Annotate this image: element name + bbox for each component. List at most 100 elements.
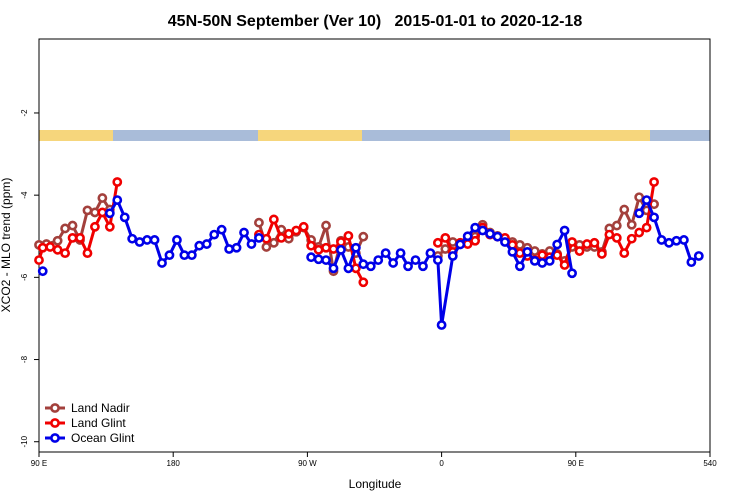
data-point bbox=[268, 237, 279, 248]
map-strip bbox=[39, 130, 710, 141]
data-point bbox=[641, 222, 652, 233]
data-point bbox=[306, 240, 317, 251]
data-point bbox=[649, 177, 659, 187]
data-point bbox=[462, 239, 473, 249]
data-point bbox=[522, 246, 533, 257]
data-point bbox=[537, 258, 548, 268]
data-point bbox=[418, 261, 428, 272]
legend-label: Land Glint bbox=[71, 416, 126, 430]
legend-symbol bbox=[50, 418, 60, 428]
x-tick-label: 90 E bbox=[31, 459, 47, 468]
data-point bbox=[358, 277, 369, 288]
data-point bbox=[477, 225, 488, 236]
data-point bbox=[67, 232, 78, 243]
x-tick-label: 90 W bbox=[298, 459, 317, 468]
data-point bbox=[410, 255, 421, 265]
x-tick-label: 180 bbox=[167, 459, 181, 468]
data-point bbox=[514, 248, 525, 259]
y-tick-label: -8 bbox=[20, 355, 29, 363]
data-point bbox=[283, 228, 294, 239]
legend-label: Ocean Glint bbox=[71, 431, 135, 445]
data-point bbox=[514, 261, 525, 272]
data-point bbox=[75, 232, 85, 243]
x-axis-label: Longitude bbox=[349, 477, 402, 491]
data-point bbox=[485, 228, 495, 239]
data-point bbox=[529, 256, 540, 266]
data-point bbox=[216, 224, 227, 235]
data-point bbox=[112, 177, 123, 187]
data-point bbox=[350, 263, 361, 274]
data-point bbox=[604, 229, 615, 240]
data-point bbox=[559, 260, 570, 270]
data-point bbox=[440, 244, 451, 254]
data-point bbox=[268, 214, 279, 225]
data-point bbox=[514, 239, 525, 250]
data-point bbox=[641, 195, 652, 205]
data-point bbox=[537, 250, 548, 261]
data-point bbox=[388, 258, 399, 268]
data-point bbox=[582, 239, 592, 249]
data-point bbox=[164, 250, 175, 261]
data-point bbox=[336, 237, 346, 247]
data-point bbox=[425, 248, 436, 259]
data-point bbox=[350, 242, 361, 253]
data-point bbox=[574, 246, 585, 256]
y-tick-label: -4 bbox=[20, 191, 29, 199]
data-point bbox=[365, 261, 376, 272]
x-tick-label: 540 bbox=[703, 459, 717, 468]
data-point bbox=[254, 232, 264, 243]
data-point bbox=[619, 204, 630, 215]
data-point bbox=[90, 207, 100, 218]
data-point bbox=[500, 237, 510, 247]
data-point bbox=[201, 239, 212, 249]
data-point bbox=[254, 217, 264, 228]
series-line bbox=[108, 198, 700, 327]
data-point bbox=[559, 225, 570, 236]
data-point bbox=[336, 244, 346, 255]
data-point bbox=[142, 235, 153, 245]
data-point bbox=[34, 255, 44, 265]
data-point bbox=[298, 221, 309, 232]
data-point bbox=[112, 195, 123, 205]
data-point bbox=[470, 235, 481, 246]
data-point bbox=[492, 231, 503, 242]
data-point bbox=[328, 263, 339, 274]
data-point bbox=[432, 237, 443, 248]
data-point bbox=[358, 231, 369, 242]
data-point bbox=[436, 320, 447, 330]
data-point bbox=[321, 255, 331, 265]
data-point bbox=[104, 221, 115, 232]
data-point bbox=[589, 237, 600, 248]
data-point bbox=[239, 227, 249, 238]
x-tick-label: 90 E bbox=[568, 459, 584, 468]
y-tick-label: -2 bbox=[20, 109, 29, 117]
data-point bbox=[552, 239, 563, 250]
data-point bbox=[67, 220, 78, 231]
data-point bbox=[611, 232, 622, 243]
data-point bbox=[343, 263, 354, 274]
data-point bbox=[231, 242, 242, 253]
data-point bbox=[172, 235, 182, 245]
data-point bbox=[529, 246, 540, 256]
data-point bbox=[611, 220, 622, 231]
data-point bbox=[403, 261, 413, 272]
data-point bbox=[37, 266, 48, 277]
data-point bbox=[261, 233, 272, 244]
data-point bbox=[626, 219, 637, 230]
data-point bbox=[321, 242, 331, 253]
data-point bbox=[82, 205, 93, 216]
data-point bbox=[261, 242, 272, 252]
data-point bbox=[291, 225, 302, 236]
y-axis-label: XCO2 - MLO trend (ppm) bbox=[0, 178, 13, 313]
data-point bbox=[37, 242, 48, 253]
data-point bbox=[440, 232, 451, 243]
legend-symbol bbox=[50, 433, 60, 443]
data-point bbox=[149, 235, 160, 245]
series bbox=[37, 195, 704, 330]
data-point bbox=[328, 244, 339, 254]
data-point bbox=[567, 268, 577, 279]
data-point bbox=[134, 237, 145, 247]
chart-title: 45N-50N September (Ver 10) 2015-01-01 to… bbox=[168, 13, 583, 30]
legend-label: Land Nadir bbox=[71, 401, 130, 415]
